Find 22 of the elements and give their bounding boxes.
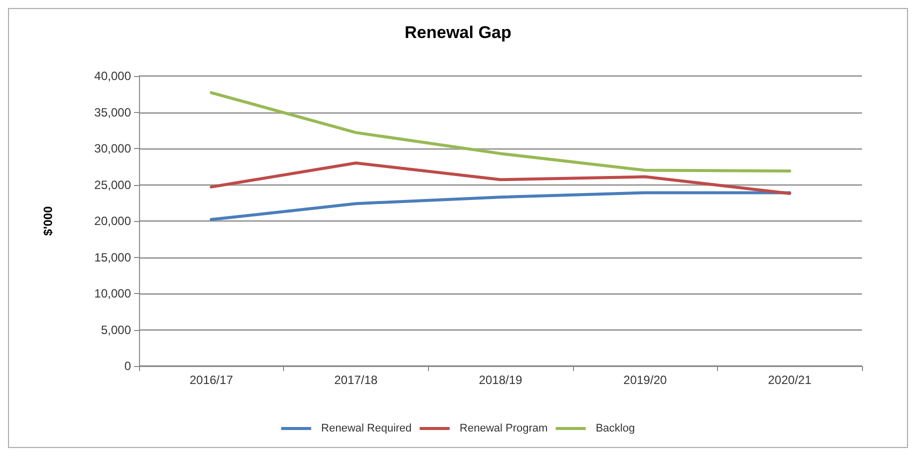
y-tick-label: 35,000 [94,105,132,120]
y-tick-label: 20,000 [94,214,132,228]
y-tick-label: 10,000 [94,286,132,300]
y-tick-label: 0 [124,359,132,373]
x-tick-label: 2018/19 [478,373,523,387]
y-tick-label: 15,000 [94,250,132,264]
legend-label: Backlog [596,422,635,434]
y-tick-label: 25,000 [94,178,132,192]
x-tick-label: 2020/21 [768,373,812,387]
x-tick-label: 2016/17 [190,373,234,387]
y-axis-title: $'000 [41,206,55,236]
line-series [210,91,792,172]
y-tick-label: 30,000 [94,142,132,156]
x-tick-label: 2017/18 [334,373,378,387]
chart-title: Renewal Gap [404,23,512,42]
line-series [210,191,792,222]
legend-label: Renewal Required [321,422,412,434]
line-series [210,162,792,195]
y-tick-label: 5,000 [100,322,132,337]
legend-label: Renewal Program [460,422,548,434]
x-tick-label: 2019/20 [623,373,668,387]
y-tick-label: 40,000 [94,69,132,83]
